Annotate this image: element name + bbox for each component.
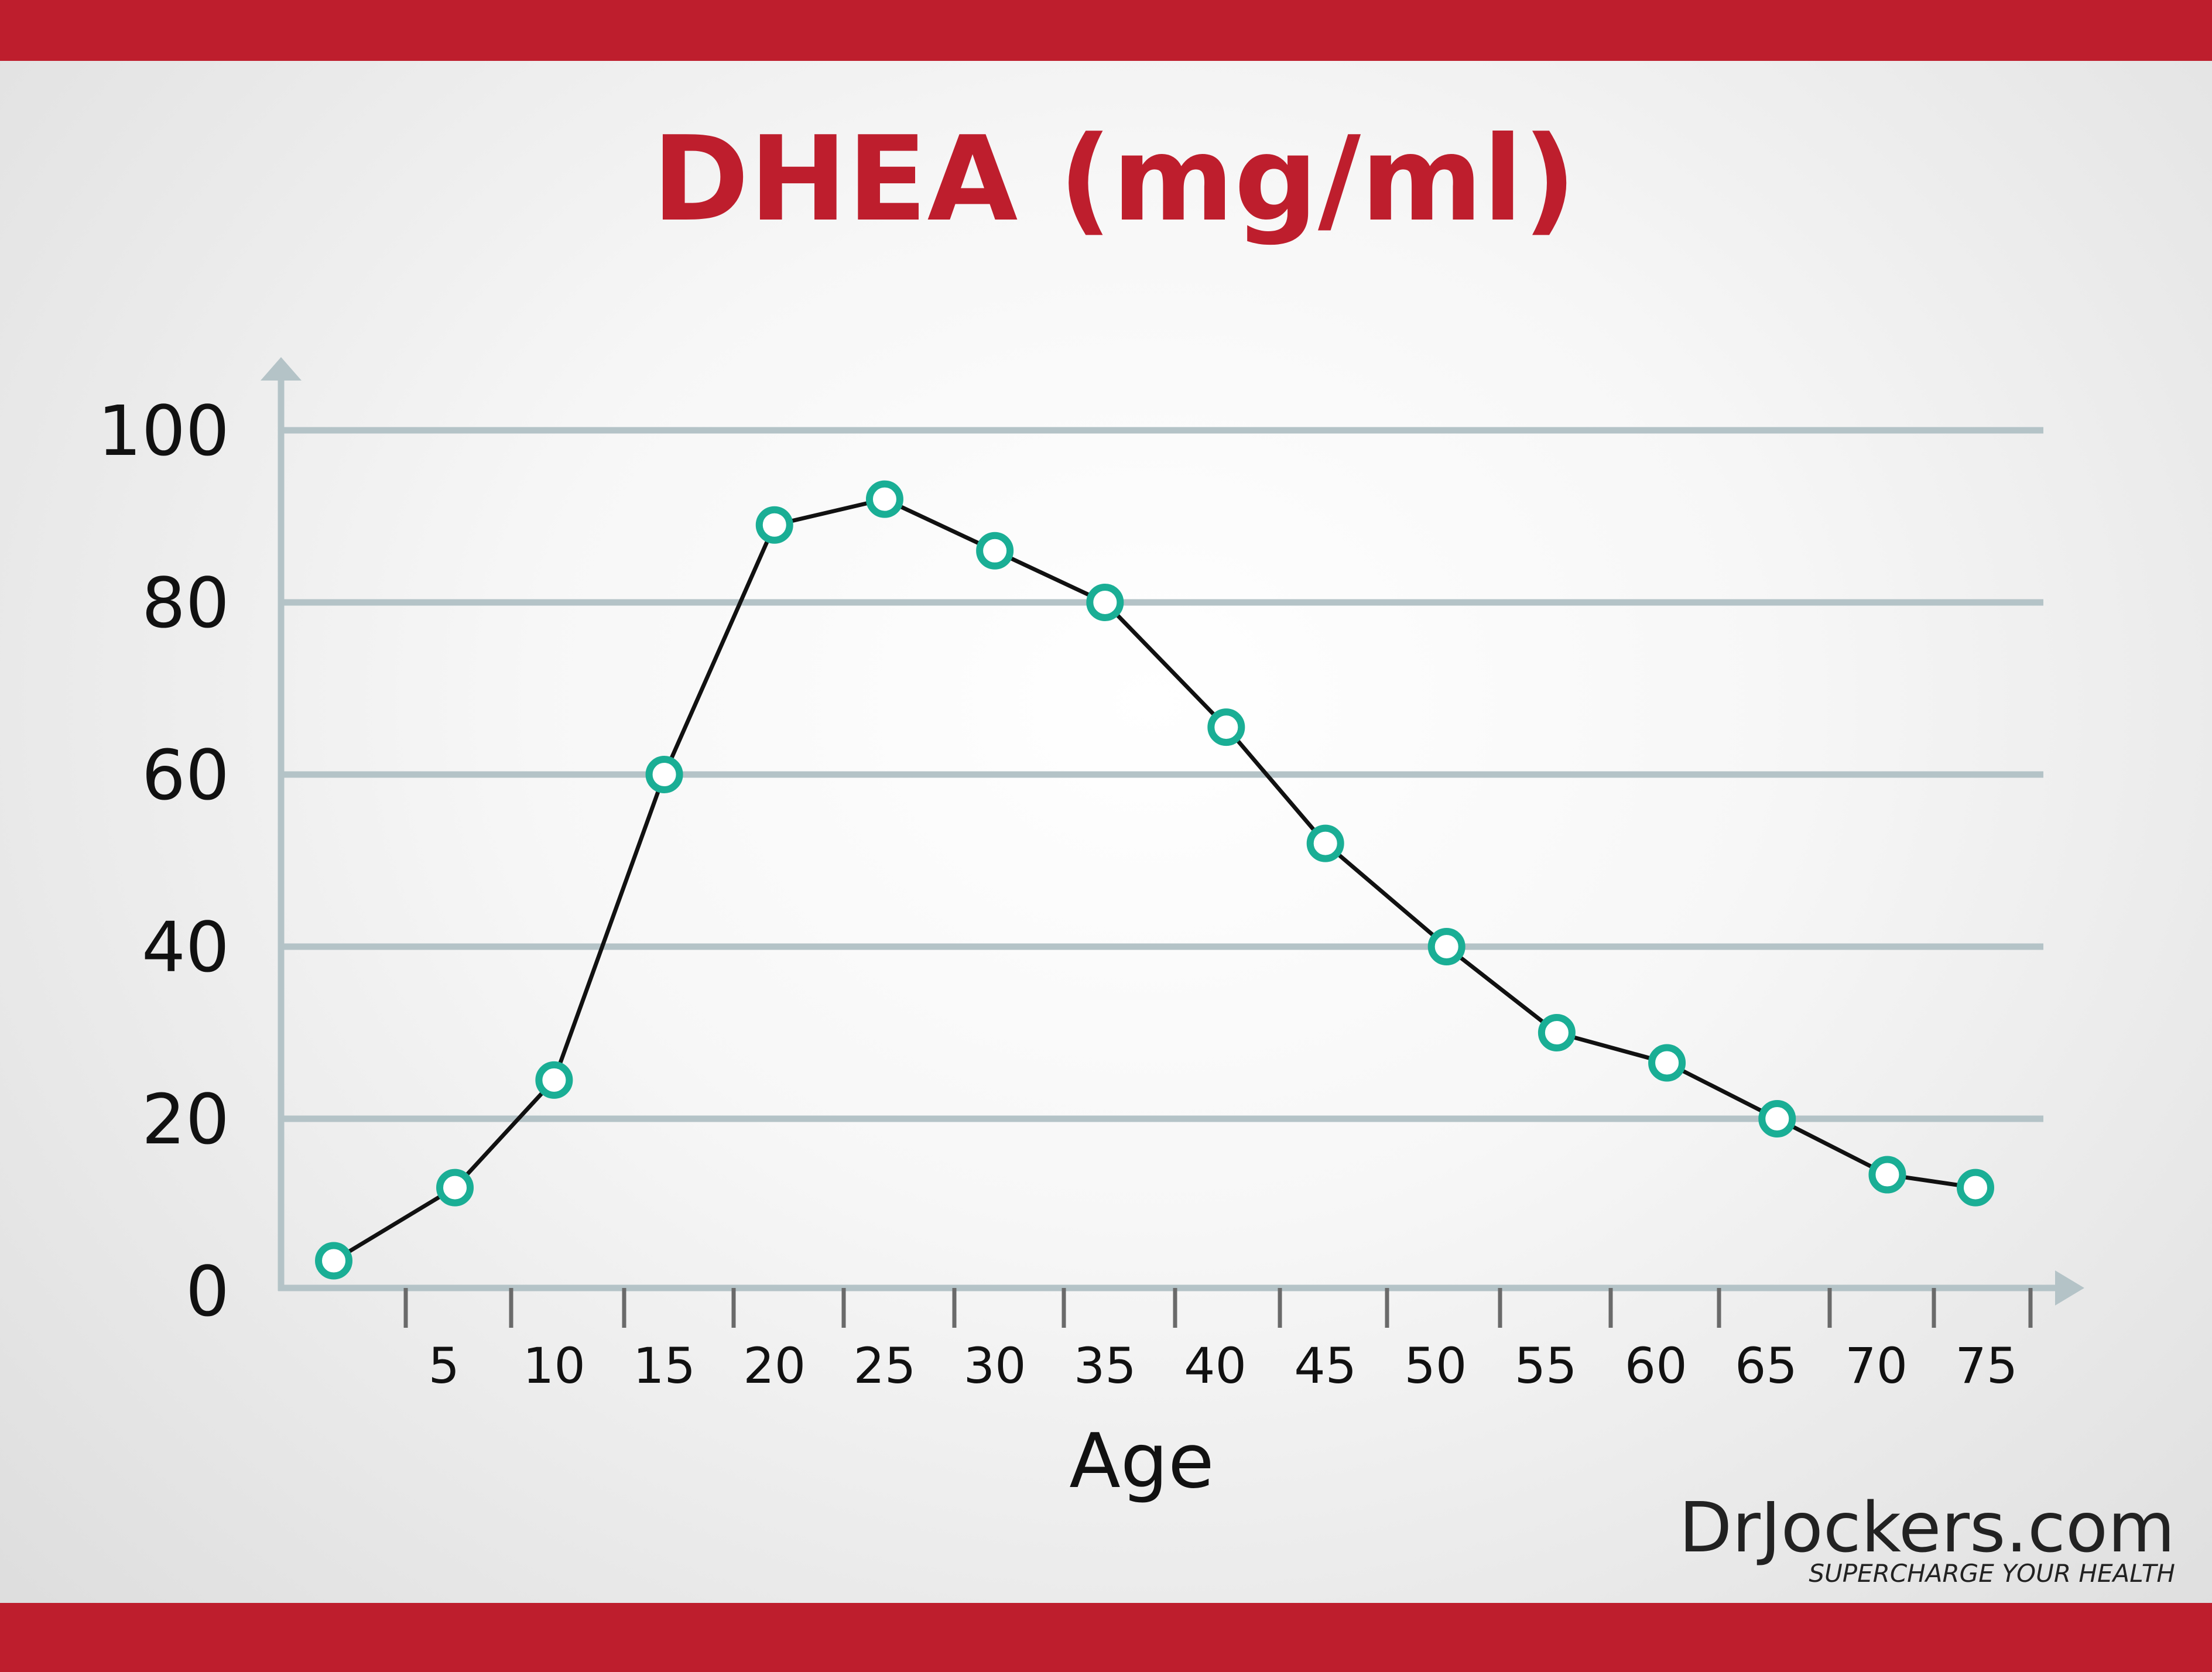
data-point-3 [535, 1061, 573, 1099]
y-tick-label-20: 20 [142, 1079, 230, 1160]
data-point-11 [1427, 928, 1465, 965]
y-tick-label-40: 40 [142, 907, 230, 988]
series-line-1 [333, 497, 1976, 1263]
data-point-1 [315, 1242, 352, 1280]
data-point-12 [1538, 1014, 1576, 1051]
data-point-6 [865, 480, 903, 518]
y-axis-arrow [261, 357, 302, 381]
x-tick-label-75: 75 [1955, 1337, 2018, 1395]
x-tick-label-5: 5 [428, 1337, 459, 1395]
data-point-16 [1957, 1169, 1994, 1207]
x-ticks: 5 10 15 20 25 30 35 40 45 50 55 60 65 70 75 [403, 1288, 2033, 1395]
y-tick-label-80: 80 [142, 563, 230, 643]
chart-title: DHEA (mg/ml) [652, 111, 1577, 248]
data-series [315, 480, 1994, 1280]
y-tick-label-100: 100 [98, 390, 230, 471]
x-tick-label-15: 15 [633, 1337, 696, 1395]
data-point-13 [1648, 1044, 1686, 1082]
data-point-7 [976, 532, 1014, 570]
x-tick-label-10: 10 [523, 1337, 585, 1395]
x-tick-label-45: 45 [1294, 1337, 1357, 1395]
y-tick-label-60: 60 [142, 735, 230, 816]
data-point-5 [755, 506, 793, 544]
gridlines [281, 427, 2043, 1122]
logo-brand: DrJockers.com [1679, 1487, 2176, 1568]
x-axis-arrow [2055, 1270, 2084, 1306]
y-tick-label-0: 0 [186, 1251, 230, 1332]
x-tick-label-40: 40 [1184, 1337, 1247, 1395]
x-tick-label-20: 20 [743, 1337, 806, 1395]
x-tick-label-55: 55 [1515, 1337, 1577, 1395]
data-point-15 [1868, 1156, 1906, 1194]
x-tick-label-50: 50 [1404, 1337, 1467, 1395]
bottom-accent-bar [0, 1603, 2212, 1672]
data-point-4 [645, 756, 683, 793]
x-tick-label-60: 60 [1625, 1337, 1687, 1395]
x-tick-label-70: 70 [1845, 1337, 1908, 1395]
data-point-14 [1758, 1100, 1796, 1137]
logo-tagline: SUPERCHARGE YOUR HEALTH [1809, 1559, 2175, 1588]
data-point-2 [436, 1169, 474, 1207]
x-tick-label-25: 25 [853, 1337, 916, 1395]
data-point-9 [1207, 708, 1245, 746]
top-accent-bar [0, 0, 2212, 61]
y-tick-labels: 0 20 40 60 80 100 [98, 390, 230, 1332]
x-axis-label: Age [1069, 1418, 1214, 1505]
axes [261, 357, 2084, 1306]
x-tick-label-65: 65 [1735, 1337, 1797, 1395]
x-tick-label-35: 35 [1074, 1337, 1136, 1395]
data-point-8 [1086, 584, 1124, 621]
data-point-10 [1306, 824, 1344, 862]
x-tick-label-30: 30 [964, 1337, 1026, 1395]
drjockers-logo: DrJockers.com SUPERCHARGE YOUR HEALTH [1679, 1487, 2176, 1588]
